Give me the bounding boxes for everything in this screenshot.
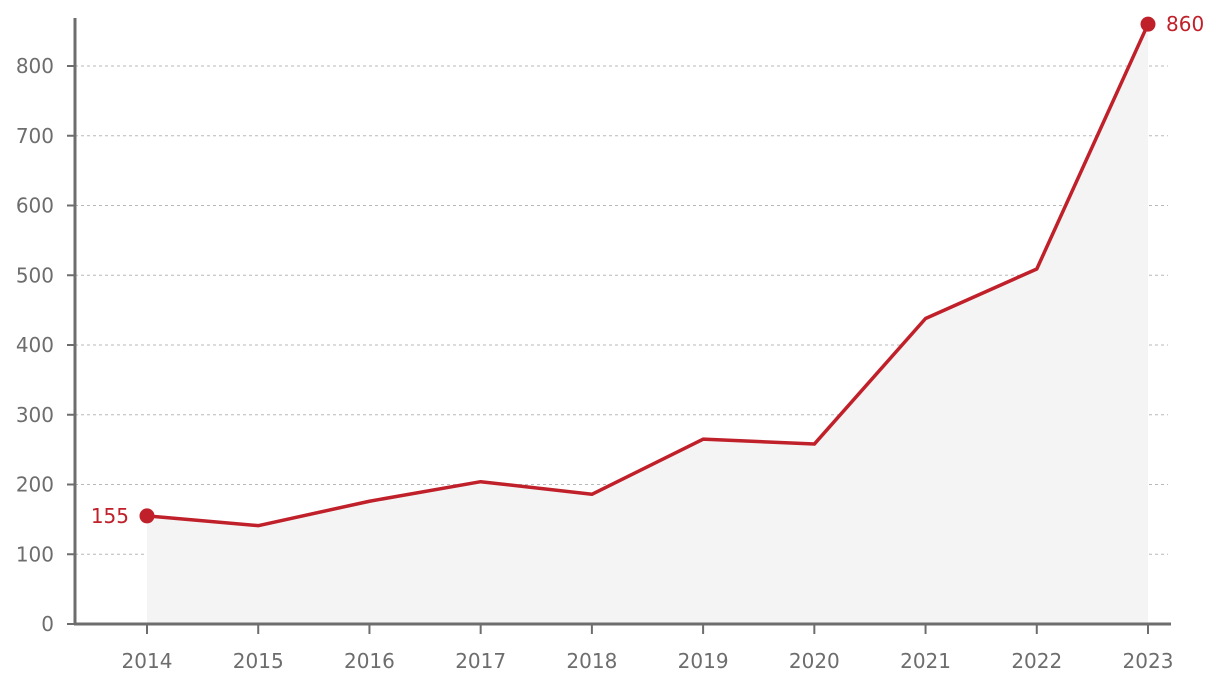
y-tick-label-400: 400	[16, 333, 54, 357]
y-tick-label-100: 100	[16, 542, 54, 566]
y-tick-label-700: 700	[16, 124, 54, 148]
y-tick-label-200: 200	[16, 473, 54, 497]
x-tick-label-2023: 2023	[1123, 649, 1174, 673]
start-value-label: 155	[91, 504, 129, 528]
series-area	[147, 24, 1148, 624]
x-tick-label-2015: 2015	[233, 649, 284, 673]
series-line	[145, 22, 1150, 528]
x-tick-label-2014: 2014	[122, 649, 173, 673]
x-tick-label-2017: 2017	[455, 649, 506, 673]
end-value-label: 860	[1166, 12, 1204, 36]
labels-layer: 155 860	[91, 12, 1204, 528]
x-tick-label-2018: 2018	[566, 649, 617, 673]
x-tick-label-2020: 2020	[789, 649, 840, 673]
y-tick-label-600: 600	[16, 194, 54, 218]
x-tick-label-2019: 2019	[678, 649, 729, 673]
x-tick-label-2016: 2016	[344, 649, 395, 673]
x-tick-label-2021: 2021	[900, 649, 951, 673]
y-tick-label-300: 300	[16, 403, 54, 427]
x-tick-label-2022: 2022	[1011, 649, 1062, 673]
series-line-layer	[145, 22, 1150, 528]
y-tick-label-500: 500	[16, 263, 54, 287]
end-point-marker	[1140, 16, 1156, 32]
y-tick-label-0: 0	[41, 612, 54, 636]
start-point-marker	[139, 508, 155, 524]
y-tick-label-800: 800	[16, 54, 54, 78]
area-fill-layer	[147, 24, 1148, 624]
axes: 0 100 200 300 400 500 600 700 800 2014 2015 2016 201…	[16, 18, 1174, 673]
